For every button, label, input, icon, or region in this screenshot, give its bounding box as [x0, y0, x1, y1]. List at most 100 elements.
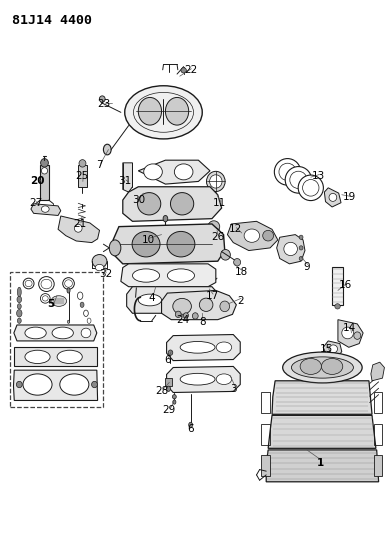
Ellipse shape [180, 342, 215, 353]
Text: 13: 13 [312, 171, 325, 181]
Ellipse shape [77, 292, 83, 300]
Ellipse shape [17, 310, 22, 317]
Ellipse shape [173, 298, 191, 314]
Text: 32: 32 [99, 270, 112, 279]
Ellipse shape [133, 269, 159, 282]
Text: 11: 11 [213, 198, 226, 208]
Polygon shape [228, 221, 278, 251]
Ellipse shape [87, 318, 91, 324]
Ellipse shape [25, 280, 32, 287]
Bar [373, 455, 382, 477]
Text: 7: 7 [96, 160, 103, 171]
Ellipse shape [25, 327, 46, 339]
Ellipse shape [80, 302, 84, 308]
Ellipse shape [167, 231, 195, 257]
Ellipse shape [23, 278, 34, 289]
Polygon shape [123, 163, 133, 192]
Ellipse shape [92, 255, 107, 268]
Ellipse shape [18, 318, 21, 324]
Bar [373, 392, 382, 413]
Ellipse shape [17, 296, 22, 303]
Ellipse shape [39, 277, 54, 292]
Ellipse shape [144, 164, 162, 180]
Ellipse shape [166, 386, 170, 391]
Ellipse shape [170, 294, 194, 306]
Bar [261, 424, 270, 445]
Ellipse shape [298, 175, 323, 200]
Ellipse shape [41, 167, 47, 174]
Ellipse shape [290, 171, 307, 189]
Polygon shape [161, 290, 237, 320]
Ellipse shape [208, 221, 220, 232]
Text: 15: 15 [320, 344, 333, 354]
Bar [78, 165, 87, 187]
Polygon shape [121, 264, 216, 287]
Ellipse shape [81, 328, 91, 338]
Ellipse shape [283, 352, 362, 383]
Ellipse shape [342, 327, 354, 339]
Ellipse shape [207, 171, 225, 191]
Polygon shape [166, 335, 240, 361]
Ellipse shape [173, 400, 176, 404]
Text: 30: 30 [132, 195, 145, 205]
Ellipse shape [220, 301, 230, 312]
Text: 5: 5 [47, 298, 55, 309]
Ellipse shape [163, 215, 168, 222]
Polygon shape [371, 362, 384, 381]
Text: 9: 9 [303, 262, 310, 271]
Polygon shape [123, 187, 222, 221]
Text: 25: 25 [75, 171, 89, 181]
Ellipse shape [23, 374, 52, 395]
Text: 26: 26 [211, 232, 224, 243]
Polygon shape [272, 381, 372, 414]
Polygon shape [268, 415, 376, 448]
Ellipse shape [99, 96, 105, 102]
Ellipse shape [40, 294, 50, 303]
Ellipse shape [95, 264, 104, 271]
Bar [373, 424, 382, 445]
Ellipse shape [51, 296, 67, 306]
Ellipse shape [175, 311, 181, 318]
Polygon shape [14, 370, 98, 400]
Text: 8: 8 [199, 317, 205, 327]
Ellipse shape [335, 304, 340, 309]
Ellipse shape [170, 192, 194, 215]
Text: 21: 21 [74, 219, 87, 229]
Polygon shape [113, 224, 225, 264]
Ellipse shape [329, 193, 337, 201]
Ellipse shape [165, 98, 189, 125]
Ellipse shape [84, 310, 88, 317]
Ellipse shape [63, 278, 74, 289]
Text: 1: 1 [317, 458, 324, 468]
Ellipse shape [172, 394, 176, 399]
Polygon shape [277, 235, 305, 264]
Text: 29: 29 [163, 405, 176, 415]
Text: 6: 6 [164, 354, 171, 365]
Polygon shape [138, 160, 210, 184]
Ellipse shape [25, 350, 50, 364]
Text: 6: 6 [187, 424, 194, 434]
Ellipse shape [300, 359, 321, 374]
Ellipse shape [16, 381, 22, 387]
Ellipse shape [244, 229, 259, 243]
Text: 27: 27 [29, 198, 42, 208]
Text: 28: 28 [155, 386, 168, 397]
Ellipse shape [199, 298, 213, 311]
Polygon shape [14, 348, 97, 367]
Ellipse shape [109, 240, 121, 256]
Ellipse shape [354, 332, 361, 340]
Ellipse shape [167, 269, 194, 282]
Ellipse shape [138, 192, 161, 215]
Ellipse shape [18, 287, 21, 297]
Text: 4: 4 [149, 293, 155, 303]
Polygon shape [323, 341, 342, 357]
Ellipse shape [234, 259, 241, 266]
Text: 14: 14 [343, 322, 356, 333]
Ellipse shape [299, 246, 303, 250]
Ellipse shape [274, 159, 301, 185]
Ellipse shape [41, 206, 49, 212]
Text: 81J14 4400: 81J14 4400 [12, 14, 92, 27]
Text: 31: 31 [118, 176, 131, 187]
Ellipse shape [80, 229, 84, 235]
Ellipse shape [74, 224, 82, 232]
